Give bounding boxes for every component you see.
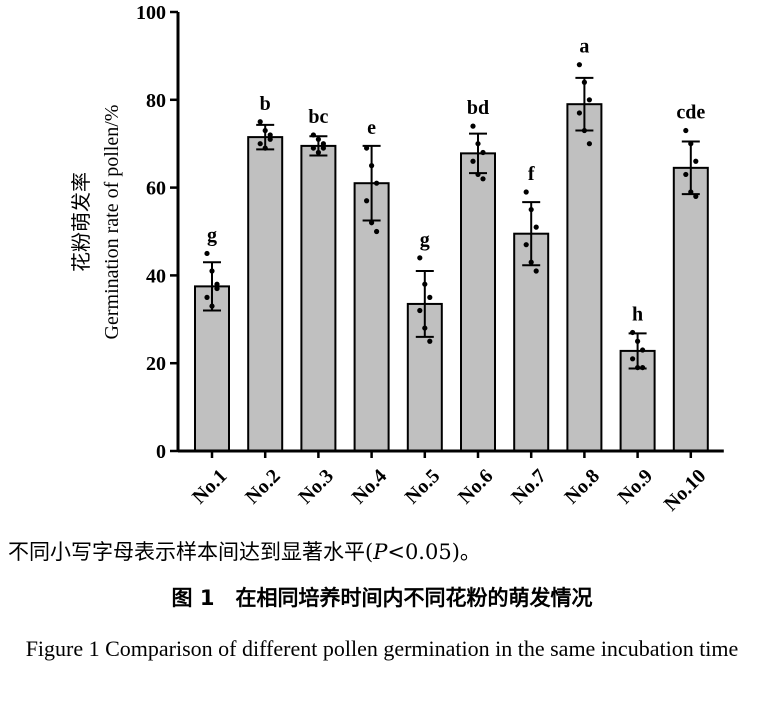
significance-label: g <box>207 224 217 246</box>
data-point <box>586 97 593 103</box>
data-point <box>533 224 539 230</box>
y-axis-label-zh: 花粉萌发率 <box>69 172 93 272</box>
data-point <box>640 364 646 371</box>
data-point <box>374 180 380 186</box>
data-point <box>683 127 689 134</box>
data-point <box>427 338 433 344</box>
data-point <box>267 136 273 142</box>
data-point <box>581 79 588 85</box>
data-point <box>635 338 641 344</box>
data-point <box>369 220 375 226</box>
bar <box>300 144 337 453</box>
data-point <box>523 189 529 195</box>
significance-label: h <box>632 303 643 325</box>
y-tick-label: 80 <box>146 90 166 112</box>
data-point <box>470 158 476 164</box>
data-point <box>693 193 699 199</box>
figure-caption-en: Figure 1 Comparison of different pollen … <box>25 636 739 661</box>
data-point <box>315 149 321 156</box>
data-point <box>257 119 263 125</box>
data-point <box>427 294 433 300</box>
significance-label: e <box>367 117 376 139</box>
data-point <box>214 285 220 292</box>
data-point <box>586 141 593 147</box>
data-point <box>475 141 481 147</box>
significance-label: a <box>579 36 589 58</box>
data-point <box>369 163 375 169</box>
data-point <box>364 198 370 204</box>
data-point <box>581 127 588 134</box>
data-point <box>257 141 263 147</box>
x-tick-label: No.5 <box>401 465 444 508</box>
data-point <box>635 364 641 371</box>
significance-label: g <box>420 229 430 251</box>
data-point <box>204 294 210 300</box>
x-tick-label: No.6 <box>454 465 497 508</box>
significance-label: f <box>528 163 535 185</box>
data-point <box>209 268 215 274</box>
x-tick-label: No.1 <box>188 465 231 508</box>
data-point <box>422 325 428 331</box>
significance-label: bd <box>467 97 489 119</box>
significance-note: 不同小写字母表示样本间达到显著水平(P<0.05)。 <box>8 540 481 564</box>
x-tick-label: No.7 <box>507 465 550 508</box>
data-point <box>204 250 210 257</box>
y-axis-label-en: Germination rate of pollen/% <box>101 105 123 340</box>
x-tick-label: No.9 <box>614 465 657 508</box>
x-tick-label: No.4 <box>348 465 391 508</box>
y-tick-label: 60 <box>146 178 166 200</box>
data-point <box>576 62 583 68</box>
data-point <box>320 141 326 147</box>
significance-label: bc <box>308 106 328 128</box>
bar <box>460 152 496 452</box>
x-tick-label: No.3 <box>294 465 337 508</box>
bar <box>194 285 230 452</box>
data-point <box>417 255 423 261</box>
data-point <box>630 356 636 362</box>
y-tick-label: 0 <box>156 441 166 463</box>
bar-chart: g No.1 b No.2 bc No.3 e No.4 g No.5 bd No.6 f No.7 a No… <box>69 2 724 516</box>
data-point <box>310 145 316 151</box>
data-point <box>422 281 428 287</box>
data-point <box>417 307 423 314</box>
data-point <box>693 158 699 164</box>
x-tick-label: No.10 <box>660 465 711 516</box>
data-point <box>528 259 534 265</box>
figure-caption-zh: 图 1 在相同培养时间内不同花粉的萌发情况 <box>171 586 593 610</box>
x-tick-label: No.8 <box>560 465 603 508</box>
data-point <box>480 149 486 156</box>
data-point <box>528 206 534 213</box>
data-point <box>364 145 370 151</box>
data-point <box>209 303 215 309</box>
bar <box>672 166 709 452</box>
data-point <box>640 347 646 353</box>
data-point <box>267 132 273 138</box>
data-point <box>688 189 694 195</box>
y-tick-label: 100 <box>136 2 166 24</box>
data-point <box>480 176 486 182</box>
data-point <box>320 145 326 151</box>
data-point <box>315 136 321 142</box>
data-point <box>533 268 539 274</box>
data-point <box>262 145 268 151</box>
data-point <box>630 329 636 336</box>
data-point <box>475 171 481 178</box>
data-point <box>523 242 529 248</box>
data-point <box>683 171 689 178</box>
bar <box>247 136 284 453</box>
data-point <box>688 141 694 147</box>
significance-label: b <box>260 93 271 115</box>
data-point <box>374 228 380 235</box>
x-tick-label: No.2 <box>241 465 284 508</box>
data-point <box>310 132 316 138</box>
bar <box>566 103 603 452</box>
y-tick-label: 40 <box>146 265 166 287</box>
data-point <box>214 281 220 287</box>
data-point <box>470 123 476 129</box>
data-point <box>576 110 583 116</box>
significance-label: cde <box>676 102 705 124</box>
y-tick-label: 20 <box>146 353 166 375</box>
data-point <box>262 127 268 134</box>
bar <box>353 182 390 453</box>
